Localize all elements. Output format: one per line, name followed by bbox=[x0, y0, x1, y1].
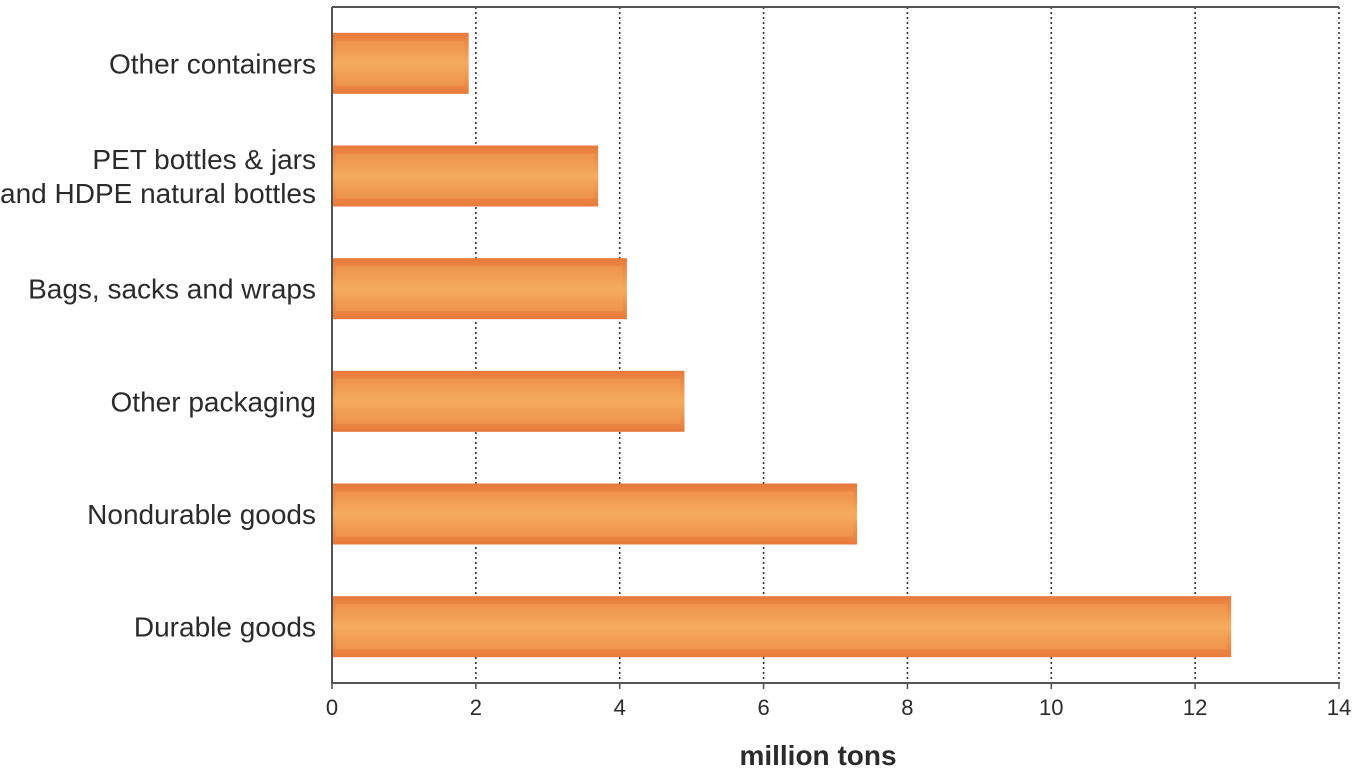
bar bbox=[332, 32, 469, 94]
category-label: Nondurable goods bbox=[87, 499, 316, 530]
bar bbox=[332, 258, 627, 320]
bar bbox=[332, 483, 858, 545]
bar bbox=[332, 596, 1232, 658]
x-tick-label: 6 bbox=[757, 695, 769, 720]
category-label: PET bottles & jars and HDPE natural bottl… bbox=[0, 144, 316, 209]
bar-highlight bbox=[336, 266, 623, 312]
x-tick-label: 12 bbox=[1183, 695, 1207, 720]
bar-highlight bbox=[336, 604, 1228, 650]
bars bbox=[332, 32, 1232, 658]
bar-highlight bbox=[336, 40, 465, 86]
bar bbox=[332, 145, 599, 207]
bar-highlight bbox=[336, 491, 854, 537]
x-tick-label: 14 bbox=[1327, 695, 1351, 720]
bar bbox=[332, 370, 685, 432]
category-label: Other packaging bbox=[111, 386, 316, 417]
category-label: Bags, sacks and wraps bbox=[28, 274, 316, 305]
category-label: Durable goods bbox=[134, 612, 316, 643]
bar-highlight bbox=[336, 378, 681, 424]
x-tick-label: 10 bbox=[1039, 695, 1063, 720]
grid-lines bbox=[475, 7, 1340, 683]
axes bbox=[331, 6, 1340, 689]
x-tick-label: 0 bbox=[326, 695, 338, 720]
tick-labels: 0 2 4 6 8 10 12 14 bbox=[326, 695, 1351, 720]
bar-highlight bbox=[336, 153, 595, 199]
x-tick-label: 4 bbox=[614, 695, 626, 720]
x-tick-label: 2 bbox=[470, 695, 482, 720]
category-label: Other containers bbox=[109, 48, 316, 79]
category-labels: Other containers PET bottles & jars and HD… bbox=[0, 48, 316, 642]
x-tick-label: 8 bbox=[901, 695, 913, 720]
x-axis-title: million tons bbox=[739, 740, 896, 771]
